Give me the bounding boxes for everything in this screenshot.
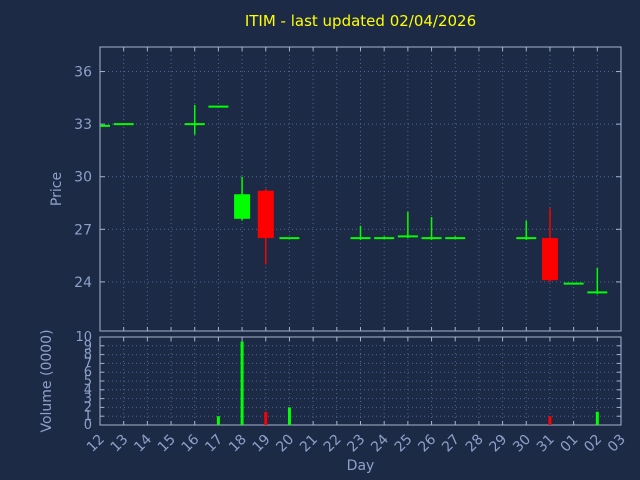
volume-bar (595, 411, 599, 425)
x-tick-label: 15 (155, 432, 179, 456)
x-tick-label: 30 (510, 432, 534, 456)
candles-layer (100, 104, 608, 295)
chart-title: ITIM - last updated 02/04/2026 (244, 12, 477, 30)
x-tick-label: 23 (344, 432, 368, 456)
volume-tick-label: 9 (84, 339, 92, 354)
volume-tick-label: 5 (84, 374, 92, 389)
x-tick-label: 16 (179, 431, 203, 455)
volume-bar (548, 416, 552, 425)
volume-tick-label: 4 (84, 383, 92, 398)
price-tick-label: 36 (74, 65, 92, 81)
x-tick-label: 20 (273, 432, 297, 456)
price-plot-border (99, 46, 622, 332)
x-tick-label: 02 (581, 432, 605, 456)
candle-body (234, 194, 251, 219)
x-tick-label: 22 (321, 432, 345, 456)
candle-body (541, 238, 558, 281)
volume-tick-label: 7 (84, 356, 92, 371)
volume-tick-label: 1 (84, 409, 92, 424)
price-tick-label: 30 (74, 170, 92, 186)
x-tick-label: 27 (439, 432, 463, 456)
x-tick-label: 18 (226, 432, 250, 456)
x-tick-label: 17 (202, 432, 226, 456)
candle-body (257, 190, 274, 239)
price-tick-label: 24 (74, 275, 92, 291)
x-tick-label: 19 (250, 432, 274, 456)
volume-bar (216, 416, 220, 425)
x-tick-label: 03 (605, 432, 629, 456)
x-tick-label: 28 (463, 432, 487, 456)
volume-tick-label: 2 (84, 400, 92, 415)
volume-tick-label: 0 (84, 418, 92, 433)
x-tick-label: 01 (558, 432, 582, 456)
volume-tick-label: 8 (84, 348, 92, 363)
price-tick-label: 33 (74, 117, 92, 133)
volume-tick-label: 6 (84, 365, 92, 380)
volume-bar (287, 407, 291, 425)
volume-bar (240, 341, 244, 425)
x-tick-label: 14 (131, 431, 155, 455)
x-tick-label: 13 (108, 432, 132, 456)
volume-tick-label: 3 (84, 392, 92, 407)
price-tick-label: 27 (74, 222, 92, 238)
x-tick-label: 24 (368, 431, 392, 455)
volume-tick-label: 10 (75, 330, 92, 345)
x-tick-label: 25 (392, 432, 416, 456)
x-tick-label: 12 (84, 432, 108, 456)
x-tick-label: 26 (415, 431, 439, 455)
day-axis-label: Day (346, 458, 375, 474)
volume-bar (264, 411, 268, 425)
x-tick-label: 31 (534, 432, 558, 456)
x-tick-label: 29 (486, 432, 510, 456)
x-tick-label: 21 (297, 432, 321, 456)
